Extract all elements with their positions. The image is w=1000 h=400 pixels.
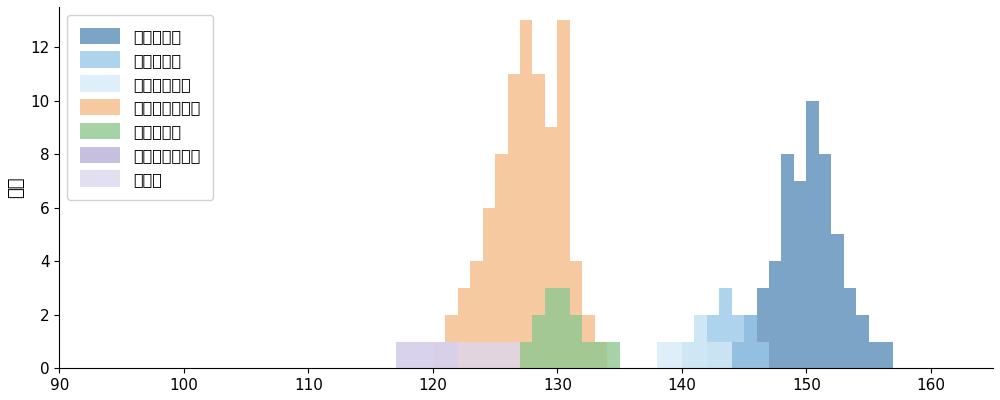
Bar [757,288,769,368]
Bar [595,342,607,368]
Bar [707,342,719,368]
Bar [396,342,408,368]
Bar [707,342,719,368]
Bar [545,128,557,368]
Bar [769,261,781,368]
Bar [682,342,694,368]
Bar [781,154,794,368]
Bar [570,261,582,368]
Bar [532,74,545,368]
Bar [520,20,532,368]
Bar [420,342,433,368]
Bar [445,315,458,368]
Bar [420,342,433,368]
Bar [881,342,893,368]
Bar [682,342,694,368]
Bar [794,181,806,368]
Bar [806,101,819,368]
Bar [483,208,495,368]
Bar [458,342,470,368]
Y-axis label: 球数: 球数 [7,177,25,198]
Bar [445,342,458,368]
Bar [856,315,869,368]
Bar [520,342,532,368]
Bar [607,342,620,368]
Bar [408,342,420,368]
Bar [483,342,495,368]
Bar [545,288,557,368]
Bar [508,74,520,368]
Bar [557,288,570,368]
Bar [732,315,744,368]
Bar [719,342,732,368]
Bar [495,342,508,368]
Bar [458,288,470,368]
Bar [532,315,545,368]
Bar [694,315,707,368]
Bar [445,342,458,368]
Bar [557,20,570,368]
Bar [744,315,757,368]
Bar [831,234,844,368]
Bar [595,342,607,368]
Bar [433,342,445,368]
Bar [408,342,420,368]
Bar [819,154,831,368]
Bar [508,342,520,368]
Legend: ストレート, ツーシーム, カットボール, チェンジアップ, スライダー, ナックルカーブ, カーブ: ストレート, ツーシーム, カットボール, チェンジアップ, スライダー, ナッ… [67,15,213,200]
Bar [732,342,744,368]
Bar [470,261,483,368]
Bar [844,288,856,368]
Bar [757,342,769,368]
Bar [657,342,669,368]
Bar [470,342,483,368]
Bar [744,315,757,368]
Bar [433,342,445,368]
Bar [396,342,408,368]
Bar [433,342,445,368]
Bar [495,154,508,368]
Bar [719,342,732,368]
Bar [719,288,732,368]
Bar [582,315,595,368]
Bar [869,342,881,368]
Bar [694,315,707,368]
Bar [669,342,682,368]
Bar [707,315,719,368]
Bar [570,315,582,368]
Bar [582,342,595,368]
